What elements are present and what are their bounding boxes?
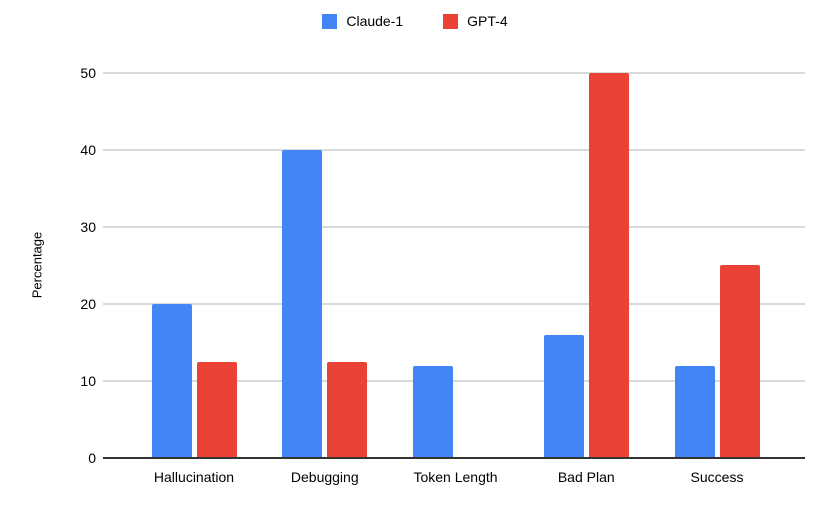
legend-label: GPT-4	[467, 13, 508, 29]
bar-group-success	[674, 73, 760, 458]
x-category-label-hallucination: Hallucination	[153, 469, 235, 485]
bar-claude-1-success	[674, 366, 715, 458]
x-category-label-bad-plan: Bad Plan	[557, 469, 615, 485]
legend-swatch-claude-1	[322, 13, 338, 29]
bar-claude-1-bad-plan	[543, 335, 584, 458]
bar-claude-1-token-length	[413, 366, 453, 458]
bars-layer	[0, 73, 830, 458]
legend-item-claude-1: Claude-1	[322, 13, 403, 29]
gridline-40	[103, 149, 805, 151]
bar-group-token-length	[413, 73, 498, 458]
bar-claude-1-debugging	[282, 150, 323, 458]
bar-group-debugging	[282, 73, 368, 458]
x-category-label-success: Success	[690, 469, 744, 485]
bar-claude-1-hallucination	[151, 304, 192, 458]
y-tick-label-30: 30	[80, 219, 96, 235]
bar-gpt-4-success	[719, 265, 760, 458]
gridline-10	[103, 380, 805, 382]
y-tick-label-40: 40	[80, 142, 96, 158]
legend-item-gpt-4: GPT-4	[443, 13, 508, 29]
x-category-label-token-length: Token Length	[413, 469, 498, 485]
plot-area	[103, 72, 805, 459]
x-axis-baseline	[103, 457, 805, 459]
legend-label: Claude-1	[346, 13, 404, 29]
bar-gpt-4-bad-plan	[588, 73, 629, 458]
y-tick-label-50: 50	[80, 65, 96, 81]
bar-group-hallucination	[151, 73, 237, 458]
legend-swatch-gpt-4	[443, 13, 459, 29]
y-tick-label-0: 0	[88, 450, 96, 466]
bar-group-bad-plan	[543, 73, 629, 458]
gridline-30	[103, 226, 805, 228]
bar-gpt-4-hallucination	[196, 362, 237, 458]
y-tick-label-20: 20	[80, 296, 96, 312]
gridline-50	[103, 72, 805, 74]
gridline-20	[103, 303, 805, 305]
y-tick-label-10: 10	[80, 373, 96, 389]
x-category-label-debugging: Debugging	[290, 469, 359, 485]
x-axis-category-labels: Hallucination Debugging Token Length Bad Pl…	[0, 469, 830, 489]
bar-gpt-4-debugging	[327, 362, 368, 458]
legend: Claude-1 GPT-4	[0, 13, 830, 29]
